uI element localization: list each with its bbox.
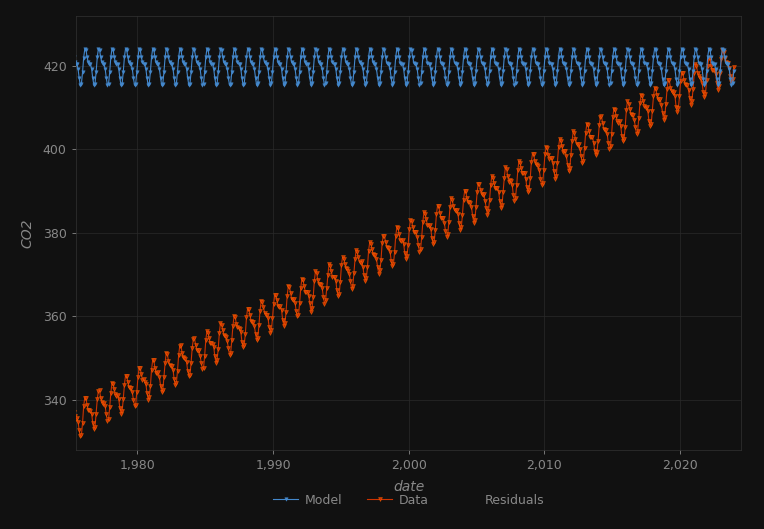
Model bbox=[306, 82, 316, 88]
Model bbox=[718, 45, 727, 52]
Line: Data: Data bbox=[59, 48, 736, 446]
Data bbox=[729, 63, 738, 70]
Model bbox=[259, 54, 268, 60]
Data bbox=[257, 299, 267, 305]
Line: Model: Model bbox=[60, 47, 736, 87]
Data bbox=[260, 310, 269, 316]
Model bbox=[729, 68, 738, 74]
Data bbox=[57, 421, 66, 427]
Data bbox=[62, 441, 71, 447]
Data bbox=[718, 47, 727, 53]
Model bbox=[727, 83, 736, 89]
Data bbox=[224, 345, 233, 351]
Legend: Model, Data, Residuals: Model, Data, Residuals bbox=[270, 490, 548, 510]
Model bbox=[222, 66, 231, 72]
Data bbox=[234, 325, 243, 332]
X-axis label: date: date bbox=[393, 480, 424, 494]
Model bbox=[233, 59, 242, 66]
Y-axis label: CO2: CO2 bbox=[21, 218, 34, 248]
Model bbox=[57, 59, 66, 66]
Data bbox=[526, 175, 535, 181]
Model bbox=[257, 45, 266, 52]
Model bbox=[525, 80, 534, 86]
Data bbox=[307, 305, 316, 311]
